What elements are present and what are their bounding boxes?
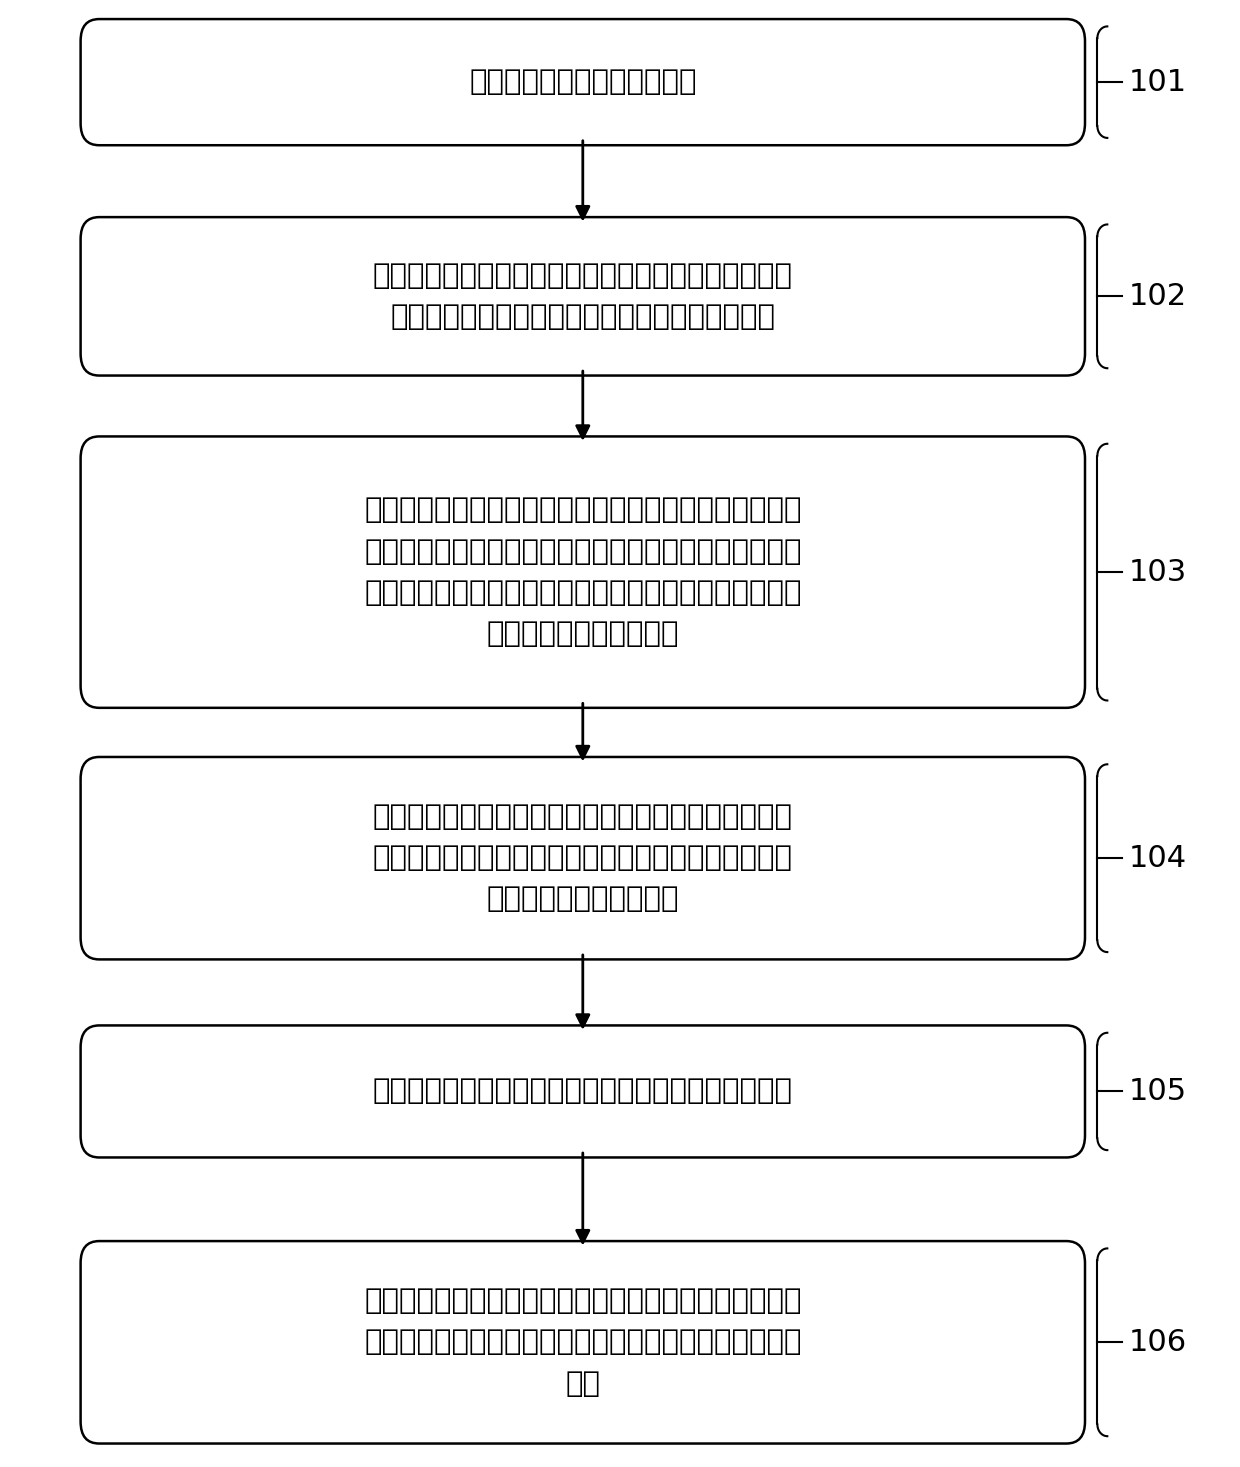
Text: 105: 105 [1128, 1077, 1187, 1106]
Text: 根据所述优化目标函数和所述优化目标函数对应的约束条
件，优化配置每个逆变站的换流母线上静止同步补偿器的
容量: 根据所述优化目标函数和所述优化目标函数对应的约束条 件，优化配置每个逆变站的换流… [365, 1287, 801, 1398]
Text: 104: 104 [1128, 844, 1187, 873]
FancyBboxPatch shape [81, 757, 1085, 959]
Text: 利用继发性换相失败判断法，从所述故障集合中筛选出
能引起继发性换相失败的故障并保存至故障子集中: 利用继发性换相失败判断法，从所述故障集合中筛选出 能引起继发性换相失败的故障并保… [373, 261, 792, 332]
FancyBboxPatch shape [81, 1241, 1085, 1444]
Text: 101: 101 [1128, 67, 1187, 97]
Text: 在每个逆变站的换流母线上安装不同容量的静止同步补偿
器，并分别计算在每个逆变站的换流母线上安装不同容量
的静止同步补偿器后所述故障子集中每个故障的继发性换
相失: 在每个逆变站的换流母线上安装不同容量的静止同步补偿 器，并分别计算在每个逆变站的… [365, 496, 801, 648]
Text: 将静止同步补偿器容量与所述静止同步补偿器容量对应
的每个故障的继发性换相失败严重程度的下降量进行拟
合处理，得到拟合关系式: 将静止同步补偿器容量与所述静止同步补偿器容量对应 的每个故障的继发性换相失败严重… [373, 802, 792, 914]
FancyBboxPatch shape [81, 1025, 1085, 1157]
FancyBboxPatch shape [81, 19, 1085, 145]
Text: 103: 103 [1128, 557, 1187, 587]
FancyBboxPatch shape [81, 437, 1085, 709]
Text: 根据所述拟合关系式确定所述优化目标函数的约束条件: 根据所述拟合关系式确定所述优化目标函数的约束条件 [373, 1077, 792, 1106]
Text: 确定故障集合和优化目标函数: 确定故障集合和优化目标函数 [469, 67, 697, 97]
Text: 102: 102 [1128, 282, 1187, 311]
Text: 106: 106 [1128, 1328, 1187, 1357]
FancyBboxPatch shape [81, 217, 1085, 376]
